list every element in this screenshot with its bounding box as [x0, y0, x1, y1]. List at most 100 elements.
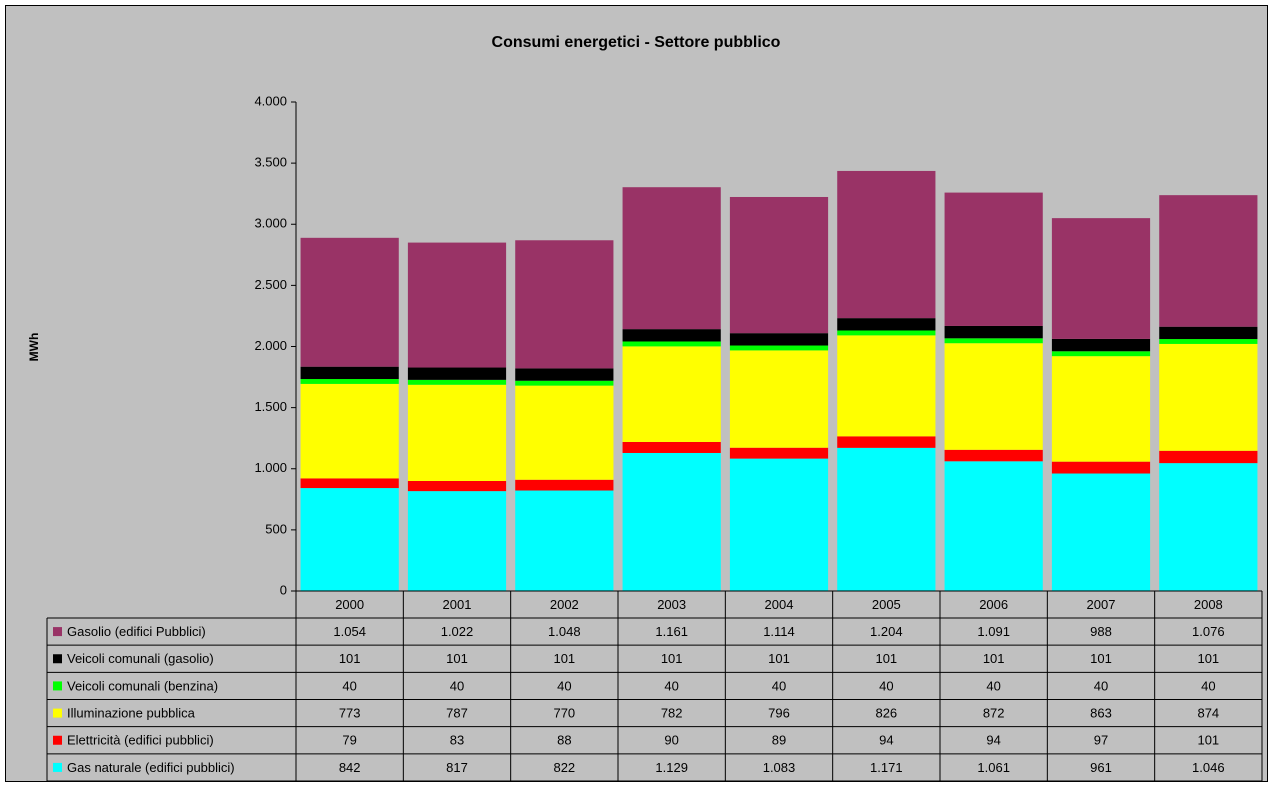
- bar-segment: [944, 449, 1043, 462]
- legend-label: Elettricità (edifici pubblici): [67, 733, 214, 748]
- bar-segment: [515, 368, 614, 381]
- y-tick-label: 3.000: [254, 216, 287, 231]
- y-tick-label: 500: [265, 521, 287, 536]
- bar-segment: [407, 379, 507, 385]
- table-value: 94: [986, 733, 1000, 748]
- table-value: 1.129: [655, 760, 688, 775]
- table-value: 97: [1094, 733, 1108, 748]
- bar-segment: [944, 343, 1043, 450]
- table-value: 842: [339, 760, 361, 775]
- legend-label: Gasolio (edifici Pubblici): [67, 624, 206, 639]
- bar-segment: [1051, 338, 1151, 352]
- bar-segment: [622, 187, 721, 330]
- table-value: 1.076: [1192, 624, 1225, 639]
- bar-segment: [1159, 326, 1258, 340]
- bar-segment: [944, 338, 1043, 344]
- bar-segment: [407, 242, 507, 368]
- bar-segment: [1159, 450, 1258, 464]
- bar-segment: [622, 452, 721, 591]
- table-value: 826: [875, 706, 897, 721]
- table-value: 770: [553, 706, 575, 721]
- bar-segment: [729, 447, 829, 459]
- bar-segment: [300, 366, 399, 380]
- table-value: 961: [1090, 760, 1112, 775]
- bar-segment: [515, 380, 614, 386]
- bar-segment: [1051, 351, 1151, 357]
- table-value: 773: [339, 706, 361, 721]
- legend-label: Veicoli comunali (gasolio): [67, 651, 214, 666]
- bar-segment: [729, 345, 829, 351]
- y-tick-label: 3.500: [254, 155, 287, 170]
- table-value: 1.091: [977, 624, 1010, 639]
- x-tick-label: 2007: [1087, 597, 1116, 612]
- table-value: 1.161: [655, 624, 688, 639]
- bar-segment: [837, 447, 936, 591]
- bar-segment: [729, 196, 829, 334]
- table-value: 782: [661, 706, 683, 721]
- legend-swatch: [53, 735, 62, 745]
- bar-segment: [1159, 343, 1258, 451]
- bar-segment: [622, 341, 721, 347]
- table-value: 1.083: [763, 760, 796, 775]
- table-value: 79: [342, 733, 356, 748]
- table-value: 101: [875, 651, 897, 666]
- table-value: 40: [450, 678, 464, 693]
- table-value: 101: [768, 651, 790, 666]
- table-value: 40: [557, 678, 571, 693]
- table-value: 1.114: [763, 624, 795, 639]
- bar-segment: [515, 385, 614, 480]
- table-value: 988: [1090, 624, 1112, 639]
- bar-segment: [1051, 473, 1151, 591]
- table-value: 101: [339, 651, 361, 666]
- bar-segment: [837, 318, 936, 331]
- bar-segment: [622, 346, 721, 442]
- bar-segment: [837, 436, 936, 448]
- table-value: 40: [772, 678, 786, 693]
- y-tick-label: 1.000: [254, 460, 287, 475]
- table-value: 787: [446, 706, 468, 721]
- x-tick-label: 2008: [1194, 597, 1223, 612]
- legend-label: Gas naturale (edifici pubblici): [67, 760, 235, 775]
- table-value: 101: [1090, 651, 1112, 666]
- bar-segment: [729, 458, 829, 591]
- x-tick-label: 2000: [335, 597, 364, 612]
- bar-segment: [300, 478, 399, 489]
- y-tick-label: 1.500: [254, 399, 287, 414]
- bar-segment: [622, 441, 721, 453]
- y-tick-label: 2.500: [254, 277, 287, 292]
- legend-label: Illuminazione pubblica: [67, 706, 196, 721]
- bar-segment: [407, 491, 507, 591]
- bar-segment: [837, 170, 936, 319]
- table-value: 101: [983, 651, 1005, 666]
- table-value: 101: [1197, 651, 1219, 666]
- table-value: 1.171: [870, 760, 903, 775]
- table-value: 822: [553, 760, 575, 775]
- bar-segment: [300, 488, 399, 591]
- bar-segment: [1159, 339, 1258, 344]
- bar-segment: [1159, 195, 1258, 327]
- legend-swatch: [53, 627, 62, 637]
- legend-label: Veicoli comunali (benzina): [67, 678, 218, 693]
- x-tick-label: 2006: [979, 597, 1008, 612]
- y-tick-label: 2.000: [254, 338, 287, 353]
- x-tick-label: 2001: [443, 597, 472, 612]
- legend-swatch: [53, 708, 62, 718]
- table-value: 1.046: [1192, 760, 1225, 775]
- x-tick-label: 2004: [765, 597, 794, 612]
- table-value: 796: [768, 706, 790, 721]
- bar-segment: [622, 329, 721, 342]
- bar-segment: [407, 480, 507, 492]
- bar-segment: [729, 350, 829, 448]
- table-value: 101: [553, 651, 575, 666]
- bar-segment: [407, 384, 507, 481]
- legend-swatch: [53, 654, 62, 664]
- table-value: 90: [664, 733, 678, 748]
- bar-segment: [515, 479, 614, 491]
- bar-segment: [515, 240, 614, 369]
- bar-segment: [729, 333, 829, 346]
- table-value: 101: [1197, 733, 1219, 748]
- bar-segment: [944, 461, 1043, 591]
- bar-segment: [944, 325, 1043, 339]
- table-value: 101: [661, 651, 683, 666]
